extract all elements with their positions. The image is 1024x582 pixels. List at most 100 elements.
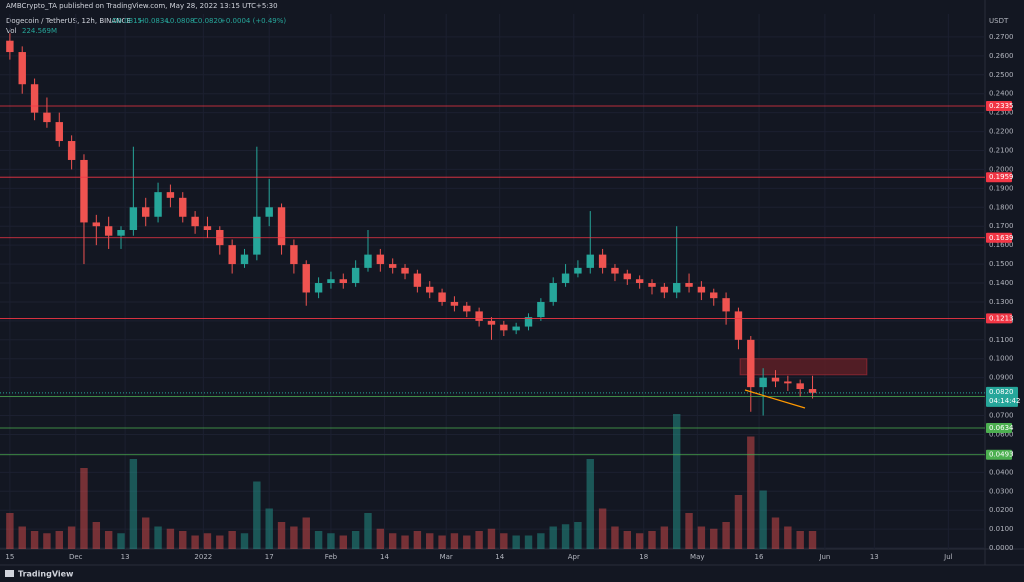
- countdown: 04:14:42: [989, 397, 1020, 405]
- volume-bar: [623, 531, 632, 549]
- candle-body: [685, 283, 693, 287]
- x-tick-label: Dec: [69, 553, 83, 561]
- y-tick-label: 0.1600: [989, 241, 1014, 249]
- candle-body: [722, 298, 730, 312]
- level-label: 0.2335: [989, 102, 1014, 110]
- volume-bar: [43, 533, 51, 549]
- level-tag: [986, 449, 1012, 460]
- volume-bar: [80, 468, 88, 549]
- candle-body: [537, 301, 545, 318]
- level-label: 0.1959: [989, 173, 1014, 181]
- y-tick-label: 0.1100: [989, 336, 1014, 344]
- candle-body: [784, 381, 792, 384]
- candle-body: [771, 377, 780, 382]
- volume-bar: [710, 528, 718, 549]
- volume-bar: [512, 535, 520, 549]
- x-tick-label: Apr: [568, 553, 580, 561]
- level-tag: [986, 313, 1012, 324]
- y-tick-label: 0.2100: [989, 146, 1014, 154]
- volume-bar: [401, 535, 409, 549]
- volume-bar: [574, 522, 582, 549]
- volume-bar: [314, 531, 323, 549]
- level-tag: [986, 172, 1012, 183]
- y-tick-label: 0.2000: [989, 165, 1014, 173]
- x-tick-label: May: [690, 553, 704, 561]
- ohlc-text: C0.0820: [193, 17, 222, 25]
- y-tick-label: 0.0100: [989, 525, 1014, 533]
- header: AMBCrypto_TA published on TradingView.co…: [6, 2, 278, 10]
- x-tick-label: Mar: [440, 553, 453, 561]
- candle-body: [450, 301, 459, 306]
- x-tick-label: 18: [639, 553, 648, 561]
- candle-body: [549, 283, 557, 302]
- candle-body: [524, 317, 533, 327]
- candle-body: [154, 192, 162, 217]
- candle-body: [314, 283, 323, 293]
- candle-body: [660, 286, 669, 293]
- volume-bar: [240, 533, 249, 549]
- volume-bar: [808, 531, 817, 549]
- volume-bar: [364, 513, 372, 549]
- y-tick-label: 0.2300: [989, 109, 1014, 117]
- level-label: 0.0634: [989, 424, 1014, 432]
- candle-body: [265, 207, 273, 217]
- y-tick-label: 0.0600: [989, 430, 1014, 438]
- candle-body: [487, 320, 496, 325]
- volume-bar: [253, 481, 261, 549]
- y-tick-label: 0.1000: [989, 355, 1014, 363]
- volume-bar: [277, 522, 286, 549]
- candle-body: [67, 141, 76, 160]
- volume-bar: [635, 533, 644, 549]
- candle-body: [475, 311, 483, 321]
- last-price-tag: [986, 386, 1018, 407]
- volume-bar: [672, 414, 681, 549]
- volume-label: Vol: [6, 27, 17, 35]
- y-tick-label: 0.2500: [989, 71, 1014, 79]
- candle-body: [179, 197, 187, 217]
- x-tick-label: 16: [755, 553, 764, 561]
- candle-body: [351, 267, 360, 284]
- volume-bar: [30, 531, 39, 549]
- candle-body: [277, 207, 286, 246]
- y-tick-label: 0.0200: [989, 506, 1014, 514]
- last-price-label: 0.0820: [989, 388, 1014, 396]
- volume-bar: [55, 531, 63, 549]
- candle-body: [611, 267, 619, 274]
- volume-bar: [438, 535, 446, 549]
- volume-bar: [216, 535, 224, 549]
- candle-body: [376, 254, 385, 265]
- volume-bar: [796, 531, 804, 549]
- x-tick-label: 13: [121, 553, 130, 561]
- candle-body: [808, 389, 817, 393]
- volume-bar: [290, 526, 298, 549]
- candle-body: [697, 286, 706, 293]
- volume-bar: [142, 517, 150, 549]
- logo-icon: [5, 570, 14, 577]
- candle-body: [759, 377, 767, 388]
- candle-body: [734, 311, 743, 340]
- candle-body: [672, 283, 681, 293]
- candle-body: [302, 264, 310, 293]
- x-tick-label: 17: [265, 553, 274, 561]
- y-tick-label: 0.0400: [989, 468, 1014, 476]
- candle-body: [92, 222, 101, 227]
- level-label: 0.1213: [989, 314, 1014, 322]
- y-tick-label: 0.2200: [989, 128, 1014, 136]
- volume-bar: [685, 513, 693, 549]
- volume-bar: [388, 533, 397, 549]
- candle-body: [438, 292, 446, 302]
- volume-bar: [117, 533, 125, 549]
- candle-body: [413, 273, 422, 287]
- candle-body: [240, 254, 249, 265]
- y-tick-label: 0.1500: [989, 260, 1014, 268]
- candle-body: [426, 286, 434, 293]
- volume-bar: [18, 526, 26, 549]
- volume-bar: [598, 508, 607, 549]
- volume-bar: [191, 535, 199, 549]
- candle-body: [104, 226, 113, 236]
- y-tick-label: 0.0700: [989, 412, 1014, 420]
- candle-body: [339, 279, 347, 284]
- volume-bar: [376, 528, 385, 549]
- candle-body: [648, 283, 656, 287]
